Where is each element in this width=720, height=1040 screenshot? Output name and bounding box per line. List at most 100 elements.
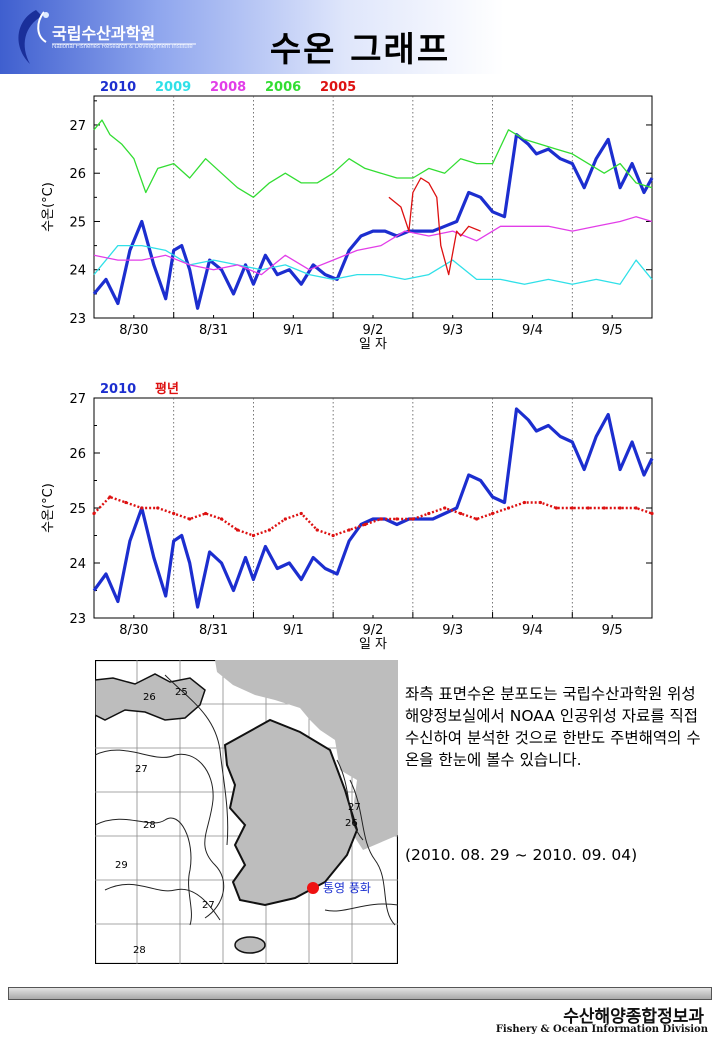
- data-point-평년: [299, 511, 303, 516]
- legend-entry: 2010: [100, 80, 136, 95]
- x-tick-label: 9/2: [363, 623, 384, 638]
- land-mainland: [215, 660, 398, 850]
- x-tick-label: 8/31: [199, 323, 228, 338]
- data-point-평년: [219, 517, 224, 521]
- y-axis-label: 수온(°C): [41, 483, 56, 533]
- plot-area: [93, 397, 653, 619]
- x-tick-label: 9/3: [442, 623, 463, 638]
- sst-distribution-map: 25 26 27 28 27 26 29 27 28 통영 풍화: [95, 660, 398, 964]
- data-point-평년: [459, 511, 463, 516]
- data-point-평년: [490, 511, 495, 516]
- data-point-평년: [172, 511, 176, 516]
- legend-entry: 2010: [100, 382, 136, 397]
- data-point-평년: [156, 506, 160, 510]
- contour-label: 26: [143, 692, 156, 703]
- contour-label: 25: [175, 687, 188, 698]
- x-axis-label: 일 자: [359, 637, 387, 652]
- x-tick-label: 9/1: [283, 323, 304, 338]
- plot-area: [93, 95, 653, 319]
- x-axis-label: 일 자: [359, 337, 387, 352]
- land-peninsula: [223, 718, 359, 907]
- org-name: 국립수산과학원: [52, 24, 156, 43]
- data-point-평년: [92, 511, 96, 516]
- logo-swoosh-icon: [18, 10, 42, 64]
- x-tick-label: 8/31: [199, 623, 228, 638]
- x-tick-label: 8/30: [119, 623, 148, 638]
- legend-entry: 2005: [320, 80, 356, 95]
- legend-entry: 2006: [265, 80, 301, 95]
- data-point-평년: [251, 533, 256, 538]
- x-tick-label: 9/4: [522, 323, 543, 338]
- data-point-평년: [443, 506, 447, 510]
- jeju-island: [234, 936, 266, 954]
- y-tick-label: 24: [69, 264, 86, 279]
- data-point-평년: [108, 495, 112, 499]
- contour-label: 28: [143, 820, 156, 831]
- series-line-2010: [92, 407, 654, 609]
- data-point-평년: [379, 517, 383, 521]
- temperature-chart-normal: 8/30 8/31 9/1 9/2 9/3 9/4 9/5 23 24 25 26 27 일 자 수온(°…: [41, 381, 654, 652]
- data-point-평년: [331, 533, 335, 538]
- series-line-2010: [92, 132, 654, 310]
- footer-division-en: Fishery & Ocean Information Division: [495, 1024, 708, 1035]
- y-tick-label: 23: [69, 612, 86, 627]
- data-point-평년: [650, 511, 654, 516]
- header-banner: 국립수산과학원 National Fisheries Research & De…: [0, 0, 720, 74]
- data-point-평년: [124, 500, 128, 505]
- data-point-평년: [363, 522, 367, 527]
- y-tick-label: 25: [69, 215, 86, 230]
- contour-label: 27: [202, 900, 215, 911]
- data-point-평년: [618, 506, 622, 510]
- data-point-평년: [283, 517, 287, 521]
- data-point-평년: [634, 506, 638, 510]
- data-point-평년: [267, 528, 271, 532]
- y-tick-label: 26: [69, 167, 86, 182]
- data-point-평년: [204, 511, 208, 516]
- data-point-평년: [522, 500, 527, 505]
- contour-label: 28: [133, 945, 146, 956]
- institute-logo: [18, 10, 196, 64]
- legend-entry: 2008: [210, 80, 246, 95]
- data-point-평년: [188, 517, 192, 521]
- y-axis-label: 수온(°C): [41, 182, 56, 232]
- page-title: 수온 그래프: [269, 30, 451, 70]
- contour-label: 27: [135, 764, 148, 775]
- y-tick-label: 23: [69, 312, 86, 327]
- contour-label: 26: [345, 818, 358, 829]
- org-subtitle: National Fisheries Research & Developmen…: [52, 44, 193, 50]
- description-text: 좌측 표면수온 분포도는 국립수산과학원 위성해양정보실에서 NOAA 인공위성…: [405, 685, 701, 769]
- data-point-평년: [538, 500, 543, 505]
- data-point-평년: [411, 517, 415, 521]
- x-tick-label: 9/5: [602, 623, 623, 638]
- footer-division-kr: 수산해양종합정보과: [563, 1007, 704, 1027]
- data-point-평년: [554, 506, 558, 510]
- data-point-평년: [235, 528, 240, 532]
- y-tick-label: 25: [69, 502, 86, 517]
- footer-bar: [8, 987, 712, 1000]
- data-point-평년: [347, 528, 351, 532]
- data-point-평년: [315, 528, 319, 532]
- legend-entry: 평년: [155, 381, 179, 397]
- data-point-평년: [570, 506, 574, 510]
- data-point-평년: [475, 517, 479, 521]
- x-tick-label: 9/4: [522, 623, 543, 638]
- y-tick-label: 27: [69, 392, 86, 407]
- legend-entry: 2009: [155, 80, 191, 95]
- data-point-평년: [586, 506, 590, 510]
- data-point-평년: [506, 506, 511, 510]
- temperature-chart-years: 8/30 8/31 9/1 9/2 9/3 9/4 9/5 23 24 25 26 27 일 자 수온(°…: [41, 80, 654, 352]
- data-point-평년: [427, 511, 431, 516]
- data-point-평년: [140, 506, 144, 510]
- contour-label: 27: [348, 802, 361, 813]
- y-tick-label: 24: [69, 557, 86, 572]
- station-marker-icon: [307, 882, 319, 894]
- x-tick-label: 9/2: [363, 323, 384, 338]
- land-west-coast: [95, 673, 206, 721]
- data-point-평년: [602, 506, 606, 510]
- data-point-평년: [395, 517, 399, 521]
- series-line-평년: [93, 495, 653, 537]
- x-tick-label: 8/30: [119, 323, 148, 338]
- station-label: 통영 풍화: [323, 881, 371, 895]
- series-line-2006: [93, 119, 653, 198]
- period-text: (2010. 08. 29 ~ 2010. 09. 04): [405, 846, 638, 864]
